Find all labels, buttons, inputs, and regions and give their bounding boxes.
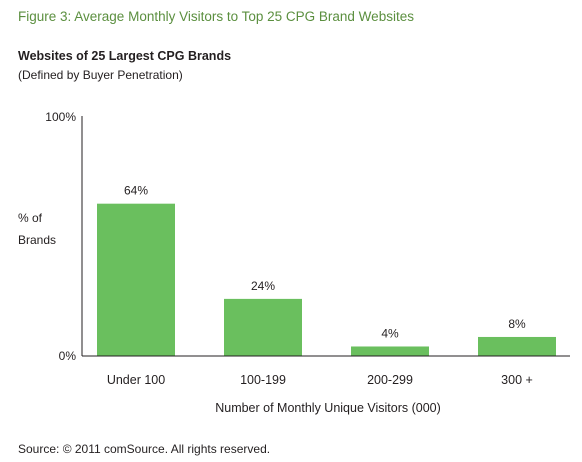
category-label-2: 100-199 <box>240 373 286 387</box>
data-labels-group: 64% 24% 4% 8% <box>124 184 526 341</box>
bar-4 <box>478 336 556 356</box>
chart-subtitle: (Defined by Buyer Penetration) <box>18 68 183 82</box>
data-label-4: 8% <box>508 317 526 331</box>
data-label-2: 24% <box>251 279 275 293</box>
bar-2 <box>224 298 302 356</box>
category-label-1: Under 100 <box>107 373 165 387</box>
figure-title: Figure 3: Average Monthly Visitors to To… <box>18 9 414 24</box>
chart-title: Websites of 25 Largest CPG Brands <box>18 49 232 63</box>
y-axis-label-line-1: % of <box>18 211 43 225</box>
category-label-4: 300 + <box>501 373 533 387</box>
category-label-3: 200-299 <box>367 373 413 387</box>
y-tick-bottom: 0% <box>59 349 77 363</box>
bar-1 <box>97 203 175 356</box>
y-axis-label-line-2: Brands <box>18 233 56 247</box>
category-labels-group: Under 100 100-199 200-299 300 + <box>107 373 533 387</box>
data-label-3: 4% <box>381 326 399 340</box>
data-label-1: 64% <box>124 184 148 198</box>
bars-group <box>97 203 556 356</box>
bar-3 <box>351 346 429 356</box>
y-tick-top: 100% <box>45 110 76 124</box>
x-axis-label: Number of Monthly Unique Visitors (000) <box>215 401 441 415</box>
source-note: Source: © 2011 comSource. All rights res… <box>18 442 271 456</box>
